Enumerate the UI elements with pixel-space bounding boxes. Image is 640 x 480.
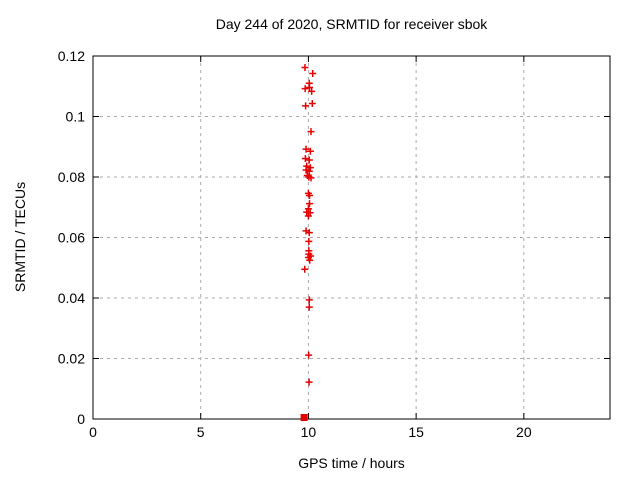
data-point [302,166,310,174]
data-point [307,174,315,182]
y-tick-label: 0.02 [58,351,85,367]
data-point [302,102,310,110]
data-point [301,155,309,163]
data-point [304,212,312,220]
data-point [307,128,315,136]
data-point [308,87,316,95]
y-tick-label: 0.08 [58,169,85,185]
zero-point-marker [300,414,308,421]
x-tick-label: 10 [301,424,317,440]
y-tick-label: 0 [77,411,85,427]
chart-title: Day 244 of 2020, SRMTID for receiver sbo… [215,16,488,32]
data-point [305,83,313,91]
data-point [301,265,309,273]
data-point [305,351,313,359]
y-tick-label: 0.06 [58,230,85,246]
data-point [303,171,311,179]
data-point [305,229,313,237]
data-point [306,256,314,264]
data-point [301,63,309,71]
data-point [305,156,313,164]
data-point [301,85,309,93]
x-tick-label: 20 [516,424,532,440]
data-point [305,200,313,208]
x-tick-label: 5 [197,424,205,440]
y-tick-label: 0.1 [66,109,86,125]
data-point [309,70,317,78]
data-point [305,378,313,386]
x-tick-label: 0 [89,424,97,440]
data-point [302,145,310,153]
y-tick-label: 0.12 [58,48,85,64]
data-point [305,237,313,245]
x-axis-label: GPS time / hours [298,455,405,471]
data-point [305,303,313,311]
data-point [308,99,316,107]
data-point [306,164,314,172]
data-point [305,191,313,199]
x-tick-label: 15 [408,424,424,440]
data-point [306,147,314,155]
y-tick-label: 0.04 [58,290,85,306]
data-point [305,296,313,304]
